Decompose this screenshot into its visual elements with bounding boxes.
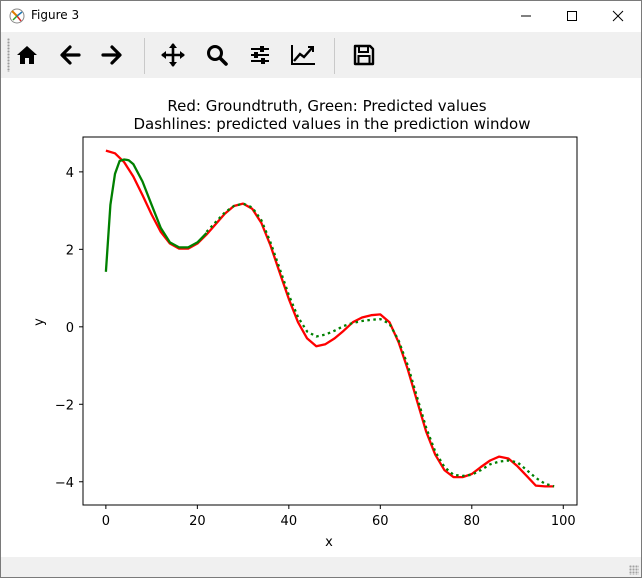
- x-tick-label: 0: [102, 514, 110, 529]
- home-icon: [17, 46, 37, 64]
- title-bar[interactable]: Figure 3: [1, 1, 641, 31]
- toolbar-grip[interactable]: [7, 38, 10, 72]
- resize-grip[interactable]: [629, 565, 639, 575]
- x-tick-label: 40: [281, 514, 298, 529]
- line-chart-icon: [291, 45, 315, 65]
- minimize-icon: [521, 15, 531, 17]
- edit-axes-button[interactable]: [287, 38, 319, 72]
- chart-title-line1: Red: Groundtruth, Green: Predicted value…: [167, 97, 486, 115]
- close-button[interactable]: [595, 1, 641, 31]
- forward-button[interactable]: [96, 38, 128, 72]
- pan-button[interactable]: [157, 38, 189, 72]
- x-tick-label: 60: [372, 514, 389, 529]
- toolbar-separator: [144, 38, 145, 74]
- toolbar-separator: [334, 38, 335, 74]
- axes-frame: [82, 136, 578, 506]
- x-axis-label: x: [325, 535, 333, 550]
- y-tick-label: 0: [66, 321, 74, 336]
- series-line-2: [104, 158, 208, 272]
- y-axis-ticks: −4 −2 0 2 4: [55, 166, 83, 491]
- subplots-button[interactable]: [244, 38, 276, 72]
- home-button[interactable]: [11, 38, 43, 72]
- window-title: Figure 3: [31, 8, 80, 22]
- x-axis-ticks: 0 20 40 60 80 100: [102, 505, 576, 529]
- series-layer: [104, 149, 555, 488]
- y-tick-label: −2: [55, 398, 74, 413]
- series-line-1: [105, 149, 555, 488]
- move-icon: [161, 43, 185, 67]
- status-bar: [1, 557, 641, 577]
- floppy-disk-icon: [353, 44, 375, 66]
- y-tick-label: 4: [66, 166, 74, 181]
- y-tick-label: −4: [55, 476, 74, 491]
- save-button[interactable]: [348, 38, 380, 72]
- maximize-button[interactable]: [549, 1, 595, 31]
- minimize-button[interactable]: [503, 1, 549, 31]
- navigation-toolbar: [1, 32, 641, 78]
- magnifier-icon: [207, 45, 228, 66]
- series-line-3: [205, 202, 555, 488]
- x-tick-label: 20: [189, 514, 206, 529]
- line-chart[interactable]: Red: Groundtruth, Green: Predicted value…: [1, 79, 641, 557]
- y-tick-label: 2: [66, 243, 74, 258]
- y-axis-label: y: [32, 318, 47, 326]
- x-tick-label: 100: [551, 514, 576, 529]
- figure-canvas[interactable]: Red: Groundtruth, Green: Predicted value…: [1, 79, 641, 557]
- back-button[interactable]: [54, 38, 86, 72]
- maximize-icon: [567, 11, 577, 21]
- sliders-icon: [251, 46, 269, 64]
- chart-title-line2: Dashlines: predicted values in the predi…: [133, 115, 530, 133]
- x-tick-label: 80: [464, 514, 481, 529]
- close-icon: [612, 10, 624, 22]
- matplotlib-app-icon: [9, 8, 25, 24]
- arrow-right-icon: [101, 45, 122, 65]
- zoom-button[interactable]: [201, 38, 233, 72]
- arrow-left-icon: [60, 45, 81, 65]
